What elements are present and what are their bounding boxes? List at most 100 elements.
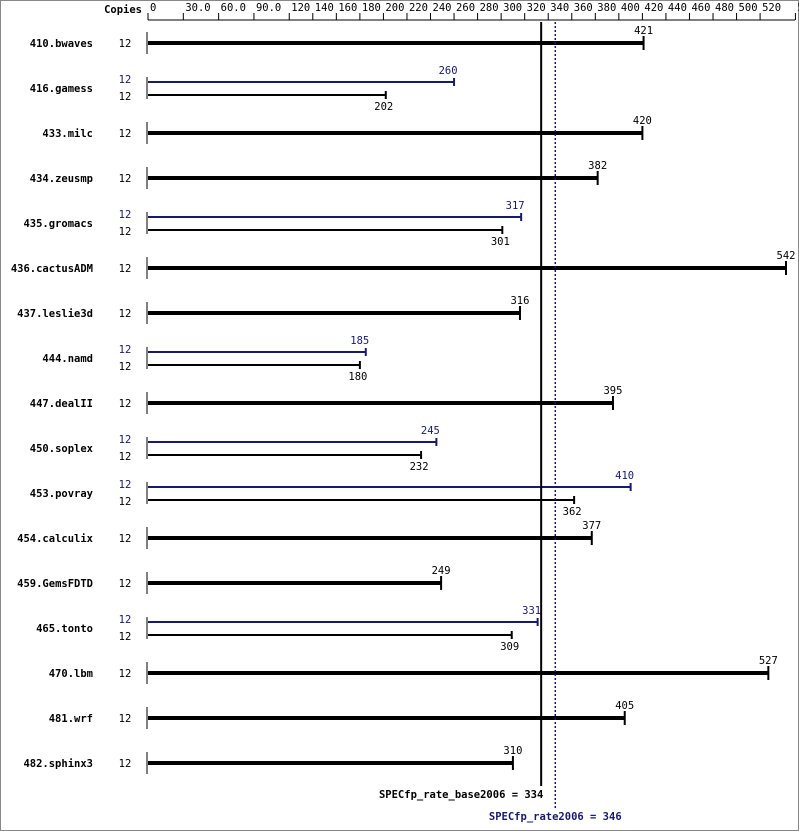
value-label: 310 [503, 745, 522, 757]
copies-label: 12 [119, 434, 132, 446]
benchmark-label: 454.calculix [17, 533, 94, 545]
copies-label: 12 [119, 74, 132, 86]
benchmark-label: 470.lbm [49, 668, 93, 680]
x-tick-label: 460 [691, 2, 710, 14]
bar [148, 176, 598, 180]
x-tick-label: 300 [503, 2, 522, 14]
copies-label: 12 [119, 451, 132, 463]
x-tick-label: 360 [574, 2, 593, 14]
bar [148, 761, 513, 765]
bar [148, 454, 422, 456]
x-tick-label: 160 [338, 2, 357, 14]
x-tick-label: 90.0 [256, 2, 281, 14]
x-tick-label: 520 [762, 2, 781, 14]
value-label: 362 [563, 506, 582, 518]
benchmark-label: 465.tonto [36, 623, 93, 635]
x-tick-label: 320 [527, 2, 546, 14]
benchmark-label: 434.zeusmp [30, 173, 93, 185]
value-label: 377 [582, 520, 601, 532]
copies-label: 12 [119, 263, 132, 275]
bar [148, 266, 786, 270]
benchmark-label: 459.GemsFDTD [17, 578, 93, 590]
x-tick-label: 340 [550, 2, 569, 14]
value-label: 395 [603, 385, 622, 397]
benchmark-label: 450.soplex [30, 443, 94, 455]
benchmark-label: 436.cactusADM [11, 263, 93, 275]
bar [148, 486, 631, 488]
copies-label: 12 [119, 398, 132, 410]
bar [148, 536, 592, 540]
value-label: 410 [615, 470, 634, 482]
x-tick-label: 30.0 [185, 2, 210, 14]
x-tick-label: 0 [150, 2, 156, 14]
copies-label: 12 [119, 226, 132, 238]
bar [148, 671, 769, 675]
benchmark-label: 437.leslie3d [17, 308, 93, 320]
copies-label: 12 [119, 614, 132, 626]
x-tick-label: 140 [315, 2, 334, 14]
value-label: 232 [410, 461, 429, 473]
x-tick-label: 500 [739, 2, 758, 14]
value-label: 260 [439, 65, 458, 77]
benchmark-label: 444.namd [42, 353, 93, 365]
copies-label: 12 [119, 38, 132, 50]
copies-label: 12 [119, 361, 132, 373]
bar [148, 441, 437, 443]
x-tick-label: 400 [621, 2, 640, 14]
x-tick-label: 420 [644, 2, 663, 14]
x-tick-label: 120 [291, 2, 310, 14]
value-label: 202 [374, 101, 393, 113]
bar [148, 41, 644, 45]
benchmark-label: 410.bwaves [30, 38, 93, 50]
benchmark-label: 433.milc [42, 128, 93, 140]
value-label: 185 [350, 335, 369, 347]
bar [148, 216, 522, 218]
bar [148, 581, 442, 585]
copies-label: 12 [119, 128, 132, 140]
bar [148, 311, 520, 315]
value-label: 331 [522, 605, 541, 617]
value-label: 316 [510, 295, 529, 307]
copies-label: 12 [119, 713, 132, 725]
bar [148, 716, 625, 720]
x-tick-label: 200 [385, 2, 404, 14]
value-label: 309 [500, 641, 519, 653]
benchmark-label: 481.wrf [49, 713, 93, 725]
value-label: 420 [633, 115, 652, 127]
bar [148, 229, 503, 231]
benchmark-label: 447.dealII [30, 398, 93, 410]
bar [148, 401, 613, 405]
benchmark-label: 482.sphinx3 [23, 758, 93, 770]
copies-label: 12 [119, 308, 132, 320]
x-tick-label: 220 [409, 2, 428, 14]
value-label: 245 [421, 425, 440, 437]
bar [148, 81, 455, 83]
value-label: 421 [634, 25, 653, 37]
copies-label: 12 [119, 209, 132, 221]
x-tick-label: 260 [456, 2, 475, 14]
x-tick-label: 440 [668, 2, 687, 14]
x-tick-label: 480 [715, 2, 734, 14]
value-label: 317 [506, 200, 525, 212]
benchmark-label: 453.povray [30, 488, 94, 500]
copies-label: 12 [119, 533, 132, 545]
value-label: 382 [588, 160, 607, 172]
x-tick-label: 380 [597, 2, 616, 14]
copies-label: 12 [119, 479, 132, 491]
value-label: 180 [348, 371, 367, 383]
value-label: 542 [777, 250, 796, 262]
copies-label: 12 [119, 631, 132, 643]
copies-label: 12 [119, 173, 132, 185]
copies-label: 12 [119, 344, 132, 356]
copies-label: 12 [119, 578, 132, 590]
value-label: 249 [432, 565, 451, 577]
benchmark-label: 435.gromacs [23, 218, 93, 230]
x-tick-label: 550 [797, 2, 799, 14]
bar [148, 634, 512, 636]
bar [148, 131, 643, 135]
copies-label: 12 [119, 758, 132, 770]
copies-label: 12 [119, 668, 132, 680]
copies-header: Copies [104, 4, 142, 16]
